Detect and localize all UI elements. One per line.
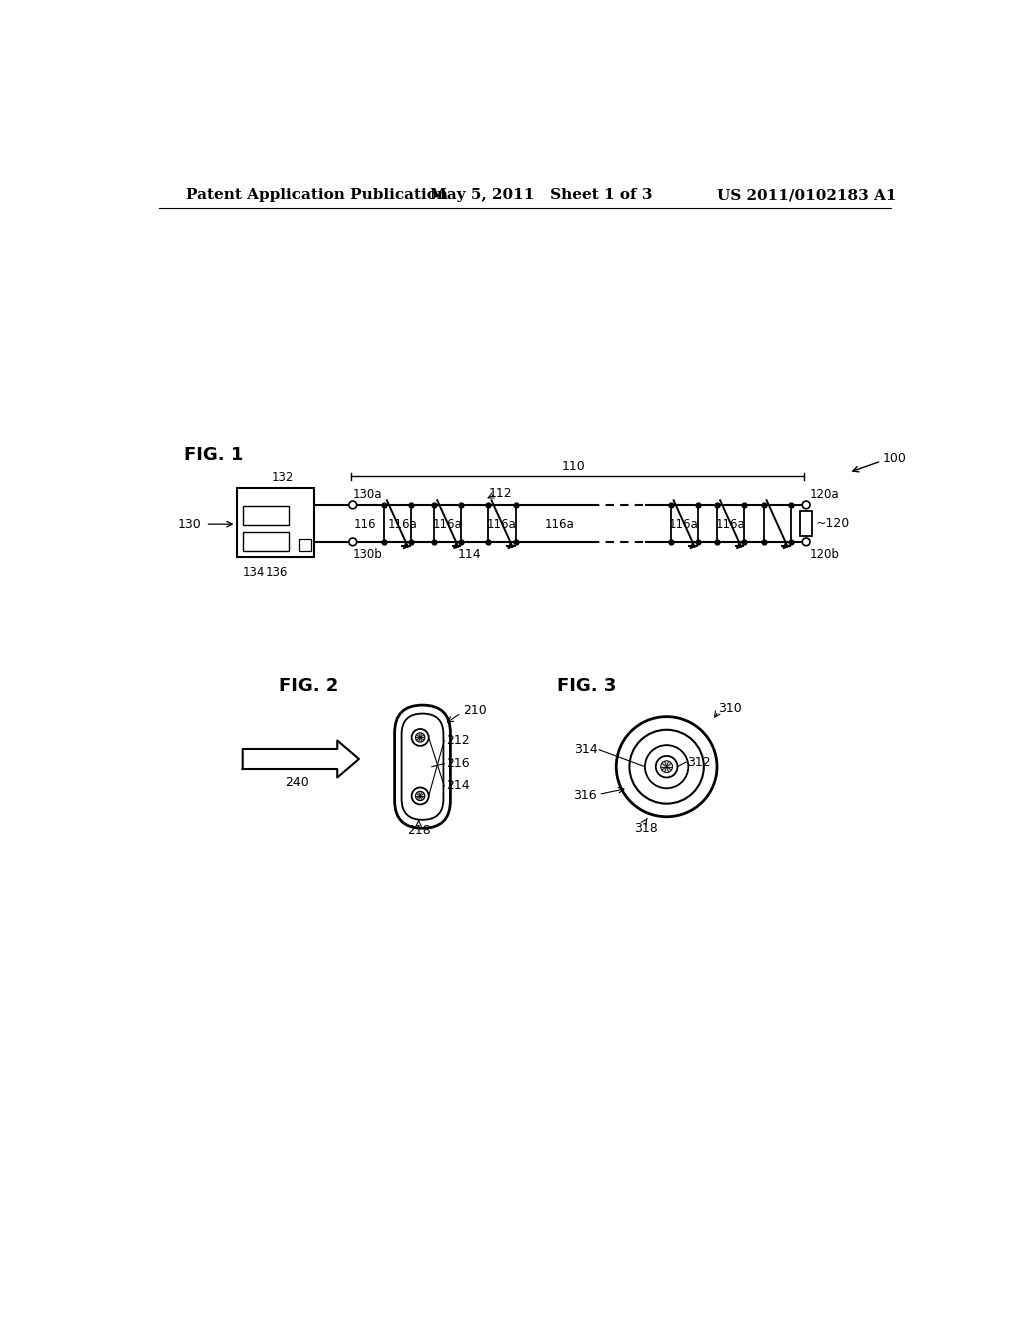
Circle shape bbox=[802, 502, 810, 508]
Text: FIG. 2: FIG. 2 bbox=[280, 677, 339, 694]
Circle shape bbox=[349, 502, 356, 508]
Text: 116a: 116a bbox=[432, 517, 462, 531]
Text: 216: 216 bbox=[445, 758, 469, 770]
Bar bbox=[243, 506, 289, 525]
Circle shape bbox=[416, 791, 425, 801]
Text: 110: 110 bbox=[562, 459, 586, 473]
Text: FIG. 1: FIG. 1 bbox=[183, 446, 243, 463]
Text: 116a: 116a bbox=[716, 517, 745, 531]
Text: 112: 112 bbox=[488, 487, 512, 500]
Text: 130b: 130b bbox=[352, 548, 383, 561]
Text: 116a: 116a bbox=[545, 517, 574, 531]
Text: US 2011/0102183 A1: US 2011/0102183 A1 bbox=[717, 189, 896, 202]
Text: 130: 130 bbox=[178, 517, 202, 531]
Bar bbox=[237, 488, 314, 557]
Circle shape bbox=[349, 539, 356, 545]
Text: 312: 312 bbox=[687, 755, 712, 768]
Text: 318: 318 bbox=[634, 822, 657, 836]
Text: 218: 218 bbox=[407, 825, 430, 837]
Text: 120a: 120a bbox=[810, 487, 840, 500]
Text: 120b: 120b bbox=[810, 548, 840, 561]
Text: ~120: ~120 bbox=[815, 517, 850, 529]
Text: 100: 100 bbox=[883, 453, 906, 465]
Text: Patent Application Publication: Patent Application Publication bbox=[186, 189, 449, 202]
Text: 314: 314 bbox=[574, 743, 598, 756]
Circle shape bbox=[416, 733, 425, 742]
Text: 134: 134 bbox=[243, 566, 265, 579]
Circle shape bbox=[660, 760, 673, 772]
Circle shape bbox=[802, 539, 810, 545]
Text: 116a: 116a bbox=[669, 517, 698, 531]
Text: 240: 240 bbox=[285, 776, 309, 788]
Bar bbox=[243, 532, 289, 552]
Text: 210: 210 bbox=[463, 704, 486, 717]
Text: 136: 136 bbox=[265, 566, 288, 579]
Text: 116: 116 bbox=[353, 517, 376, 531]
Text: 316: 316 bbox=[573, 789, 597, 803]
Text: 310: 310 bbox=[719, 702, 742, 715]
Text: 214: 214 bbox=[445, 779, 469, 792]
Bar bbox=[299, 539, 311, 552]
Text: 116a: 116a bbox=[486, 517, 516, 531]
Text: 212: 212 bbox=[445, 734, 469, 747]
Text: 132: 132 bbox=[271, 471, 294, 484]
Text: 130a: 130a bbox=[352, 487, 382, 500]
Text: 116a: 116a bbox=[388, 517, 418, 531]
Text: FIG. 3: FIG. 3 bbox=[557, 677, 616, 694]
Text: May 5, 2011   Sheet 1 of 3: May 5, 2011 Sheet 1 of 3 bbox=[430, 189, 652, 202]
Bar bbox=[800, 511, 812, 536]
Text: 114: 114 bbox=[457, 548, 481, 561]
